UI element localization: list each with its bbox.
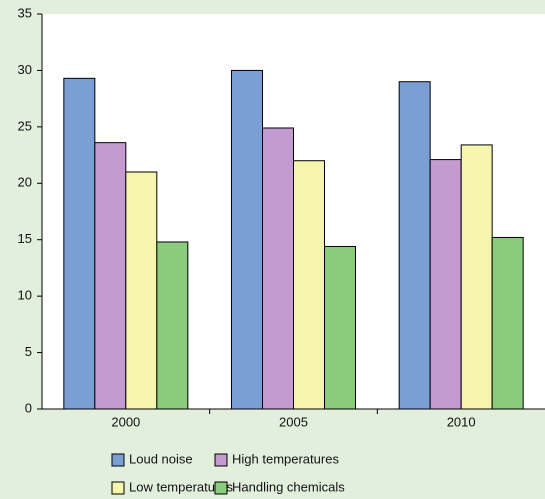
bar: [262, 127, 294, 410]
bar: [324, 245, 356, 410]
legend-swatch: [111, 453, 125, 467]
x-tick-label: 2010: [447, 414, 476, 429]
bar: [429, 159, 462, 410]
bar: [491, 236, 524, 410]
y-tick-label: 20: [18, 175, 32, 190]
y-tick-label: 35: [18, 5, 32, 20]
x-tick-label: 2005: [279, 414, 308, 429]
legend-label: Handling chemicals: [232, 479, 345, 494]
bar: [125, 171, 158, 410]
y-tick-label: 0: [25, 400, 32, 415]
bar: [460, 144, 493, 410]
bar: [156, 241, 189, 410]
y-tick-label: 5: [25, 344, 32, 359]
bar: [398, 81, 431, 410]
legend-label: Loud noise: [129, 451, 193, 466]
legend-swatch: [214, 481, 228, 495]
legend-swatch: [214, 453, 228, 467]
x-tick-label: 2000: [111, 414, 140, 429]
y-tick-label: 30: [18, 62, 32, 77]
bar: [293, 160, 325, 410]
bar: [94, 142, 127, 410]
bar: [231, 69, 263, 410]
legend-label: High temperatures: [232, 451, 339, 466]
y-tick-label: 15: [18, 231, 32, 246]
legend-swatch: [111, 481, 125, 495]
y-tick-label: 10: [18, 288, 32, 303]
y-tick-label: 25: [18, 118, 32, 133]
legend-label: Low temperatures: [129, 479, 234, 494]
bar: [63, 77, 96, 410]
